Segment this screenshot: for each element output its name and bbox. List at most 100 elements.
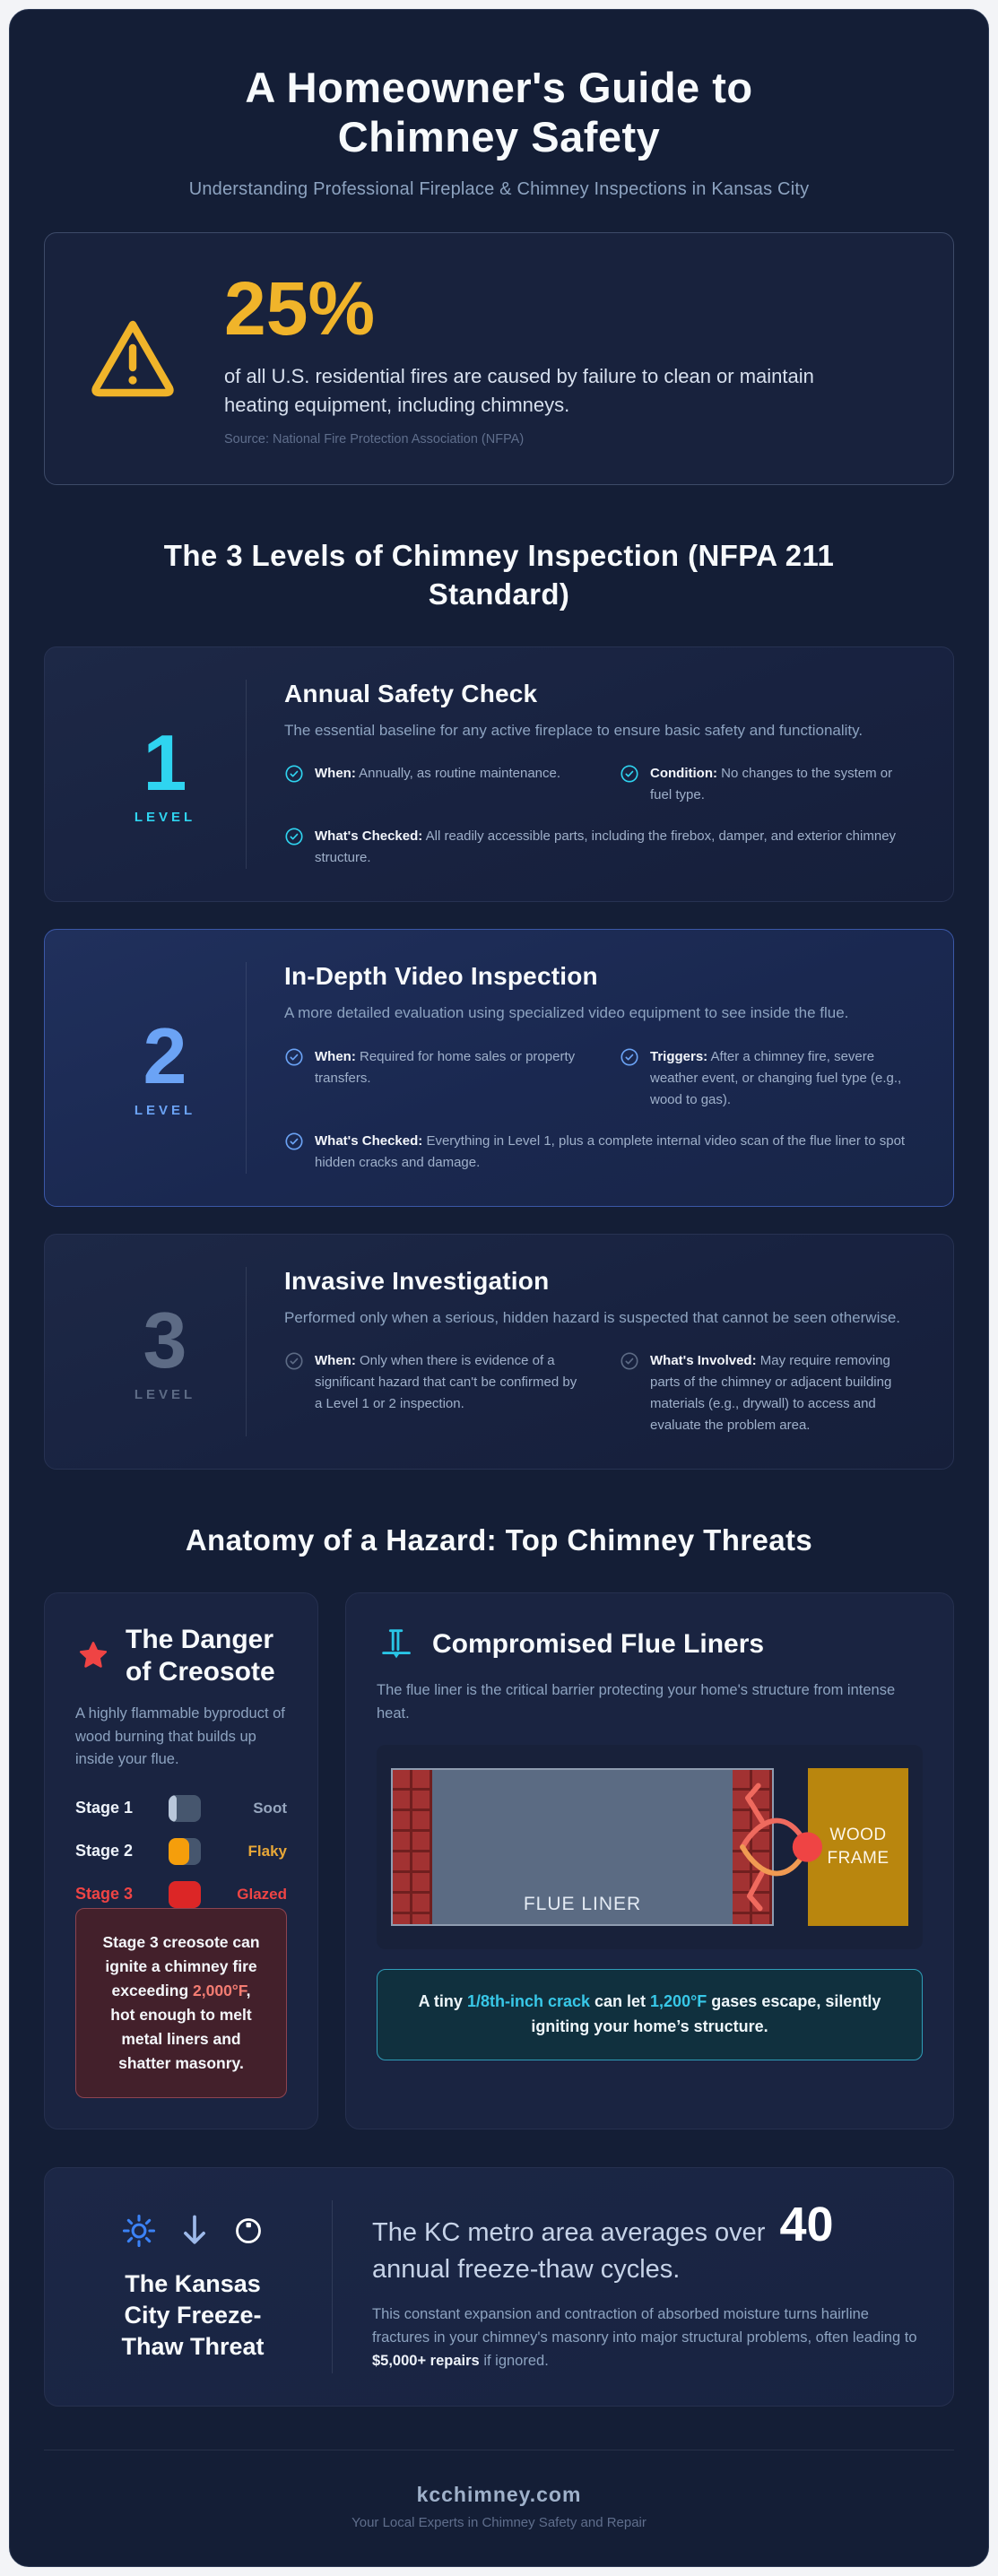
stage-label: Stage 3 [75,1885,134,1904]
fire-stat-card: 25% of all U.S. residential fires are ca… [44,232,954,485]
stage-fill [169,1794,177,1822]
flue-info-box: A tiny 1/8th-inch crack can let 1,200°F … [377,1969,923,2060]
stage-fill [169,1880,201,1908]
warning-text: Stage 3 creosote can ignite a chimney fi… [102,1932,260,1999]
bullet-label: What's Involved: [650,1353,757,1369]
freeze-headline: The KC metro area averages over 40 annua… [372,2200,917,2287]
stage-tag: Glazed [237,1885,287,1903]
check-circle-icon [284,764,304,806]
info-text: gases escape, silently igniting your hom… [531,1992,881,2035]
level-1-content: Annual Safety Check The essential baseli… [246,679,914,870]
info-highlight-temp: 1,200°F [650,1992,707,2011]
footer-tagline: Your Local Experts in Chimney Safety and… [351,2514,647,2530]
creosote-stages: Stage 1 Soot Stage 2 Flaky [75,1794,287,1908]
page-subtitle: Understanding Professional Fireplace & C… [188,179,810,200]
wood-frame-label: WOOD FRAME [827,1826,890,1869]
bullet-label: What's Checked: [315,828,423,845]
info-text: A tiny [418,1992,467,2011]
bullet-body: May require removing parts of the chimne… [650,1353,892,1434]
threats-section-heading: Anatomy of a Hazard: Top Chimney Threats [185,1523,813,1557]
repair-cost: $5,000+ repairs [372,2353,480,2370]
bullet-item: When: Required for home sales or propert… [284,1046,578,1111]
bullet-body: Required for home sales or property tran… [315,1048,576,1086]
threats-grid: The Danger of Creosote A highly flammabl… [44,1592,954,2130]
level-1-card: 1 LEVEL Annual Safety Check The essentia… [44,646,954,903]
masonry-cross-section: FLUE LINER [391,1768,774,1927]
info-highlight-crack: 1/8th-inch crack [466,1992,590,2011]
level-2-content: In-Depth Video Inspection A more detaile… [246,962,914,1174]
bullet-body: No changes to the system or fuel type. [650,766,893,803]
level-1-badge: 1 LEVEL [84,680,246,870]
bullet-body: Only when there is evidence of a signifi… [315,1353,577,1412]
flue-diagram: FLUE LINER WOOD FRAME [391,1768,908,1927]
headline-text: annual freeze-thaw cycles. [372,2255,681,2285]
flue-liner-label: FLUE LINER [523,1894,642,1915]
stat-body: 25% of all U.S. residential fires are ca… [224,271,816,447]
creosote-header: The Danger of Creosote [75,1624,287,1688]
level-label: LEVEL [134,1386,196,1402]
level-3-badge: 3 LEVEL [84,1267,246,1437]
bullet-item: What's Checked: Everything in Level 1, p… [284,1131,914,1174]
flue-diagram-panel: FLUE LINER WOOD FRAME [377,1745,923,1950]
stage-tag: Flaky [247,1842,287,1860]
freeze-right-column: The KC metro area averages over 40 annua… [332,2200,917,2373]
bullet-label: When: [315,1353,356,1369]
level-description: The essential baseline for any active fi… [284,721,863,739]
level-bullets: When: Only when there is evidence of a s… [284,1350,914,1436]
warning-highlight-temp: 2,000°F [193,1981,247,1999]
bullet-item: When: Annually, as routine maintenance. [284,763,578,806]
stat-value: 25% [224,266,376,351]
bullet-body: All readily accessible parts, including … [315,828,897,866]
level-number: 3 [143,1295,187,1384]
bullet-label: When: [315,766,356,782]
header: A Homeowner's Guide to Chimney Safety Un… [44,64,954,200]
stage-label: Stage 1 [75,1799,134,1817]
freeze-left-column: The Kansas City Freeze-Thaw Threat [81,2211,305,2363]
creosote-title: The Danger of Creosote [126,1624,275,1687]
check-circle-icon [620,1351,639,1436]
flue-liner-card: Compromised Flue Liners The flue liner i… [345,1592,954,2130]
creosote-card: The Danger of Creosote A highly flammabl… [44,1592,318,2130]
flue-header: Compromised Flue Liners [377,1624,923,1665]
level-label: LEVEL [134,1103,196,1119]
freeze-icons [119,2211,266,2251]
bullet-item: When: Only when there is evidence of a s… [284,1350,578,1436]
check-circle-icon [284,827,304,869]
level-description: A more detailed evaluation using special… [284,1004,849,1022]
level-bullets: When: Required for home sales or propert… [284,1046,914,1174]
freeze-dial-icon [230,2213,266,2249]
creosote-description: A highly flammable byproduct of wood bur… [75,1704,285,1768]
level-2-badge: 2 LEVEL [84,962,246,1174]
level-2-card: 2 LEVEL In-Depth Video Inspection A more… [44,929,954,1207]
stage-label: Stage 2 [75,1842,134,1860]
creosote-warning-box: Stage 3 creosote can ignite a chimney fi… [75,1907,287,2099]
freeze-title: The Kansas City Freeze-Thaw Threat [121,2269,265,2361]
star-icon [75,1638,111,1674]
freeze-thaw-card: The Kansas City Freeze-Thaw Threat The K… [44,2167,954,2407]
freeze-body: This constant expansion and contraction … [372,2303,917,2373]
check-circle-icon [284,1047,304,1111]
bullet-body: Annually, as routine maintenance. [359,766,561,782]
body-text: This constant expansion and contraction … [372,2305,917,2346]
info-text: can let [590,1992,651,2011]
body-text: if ignored. [479,2353,549,2370]
check-circle-icon [620,764,639,806]
check-circle-icon [284,1351,304,1436]
down-arrow-icon [175,2211,214,2251]
footer: kcchimney.com Your Local Experts in Chim… [44,2449,954,2530]
levels-section-heading: The 3 Levels of Chimney Inspection (NFPA… [163,538,835,611]
sun-icon [119,2211,159,2251]
brick-column-left [393,1770,432,1925]
stage-tag: Soot [253,1799,287,1817]
bullet-item: Condition: No changes to the system or f… [620,763,914,806]
crack-spark-icon [740,1782,823,1912]
stat-description: of all U.S. residential fires are caused… [224,365,814,416]
flue-title: Compromised Flue Liners [432,1628,765,1659]
freeze-cycle-count: 40 [779,2198,834,2252]
bullet-body: Everything in Level 1, plus a complete i… [315,1132,906,1170]
flue-description: The flue liner is the critical barrier p… [377,1681,896,1722]
bullet-label: Condition: [650,766,717,782]
chimney-safety-infographic: A Homeowner's Guide to Chimney Safety Un… [9,9,989,2567]
wood-frame-block: WOOD FRAME [808,1768,908,1927]
stage-track [169,1880,201,1908]
